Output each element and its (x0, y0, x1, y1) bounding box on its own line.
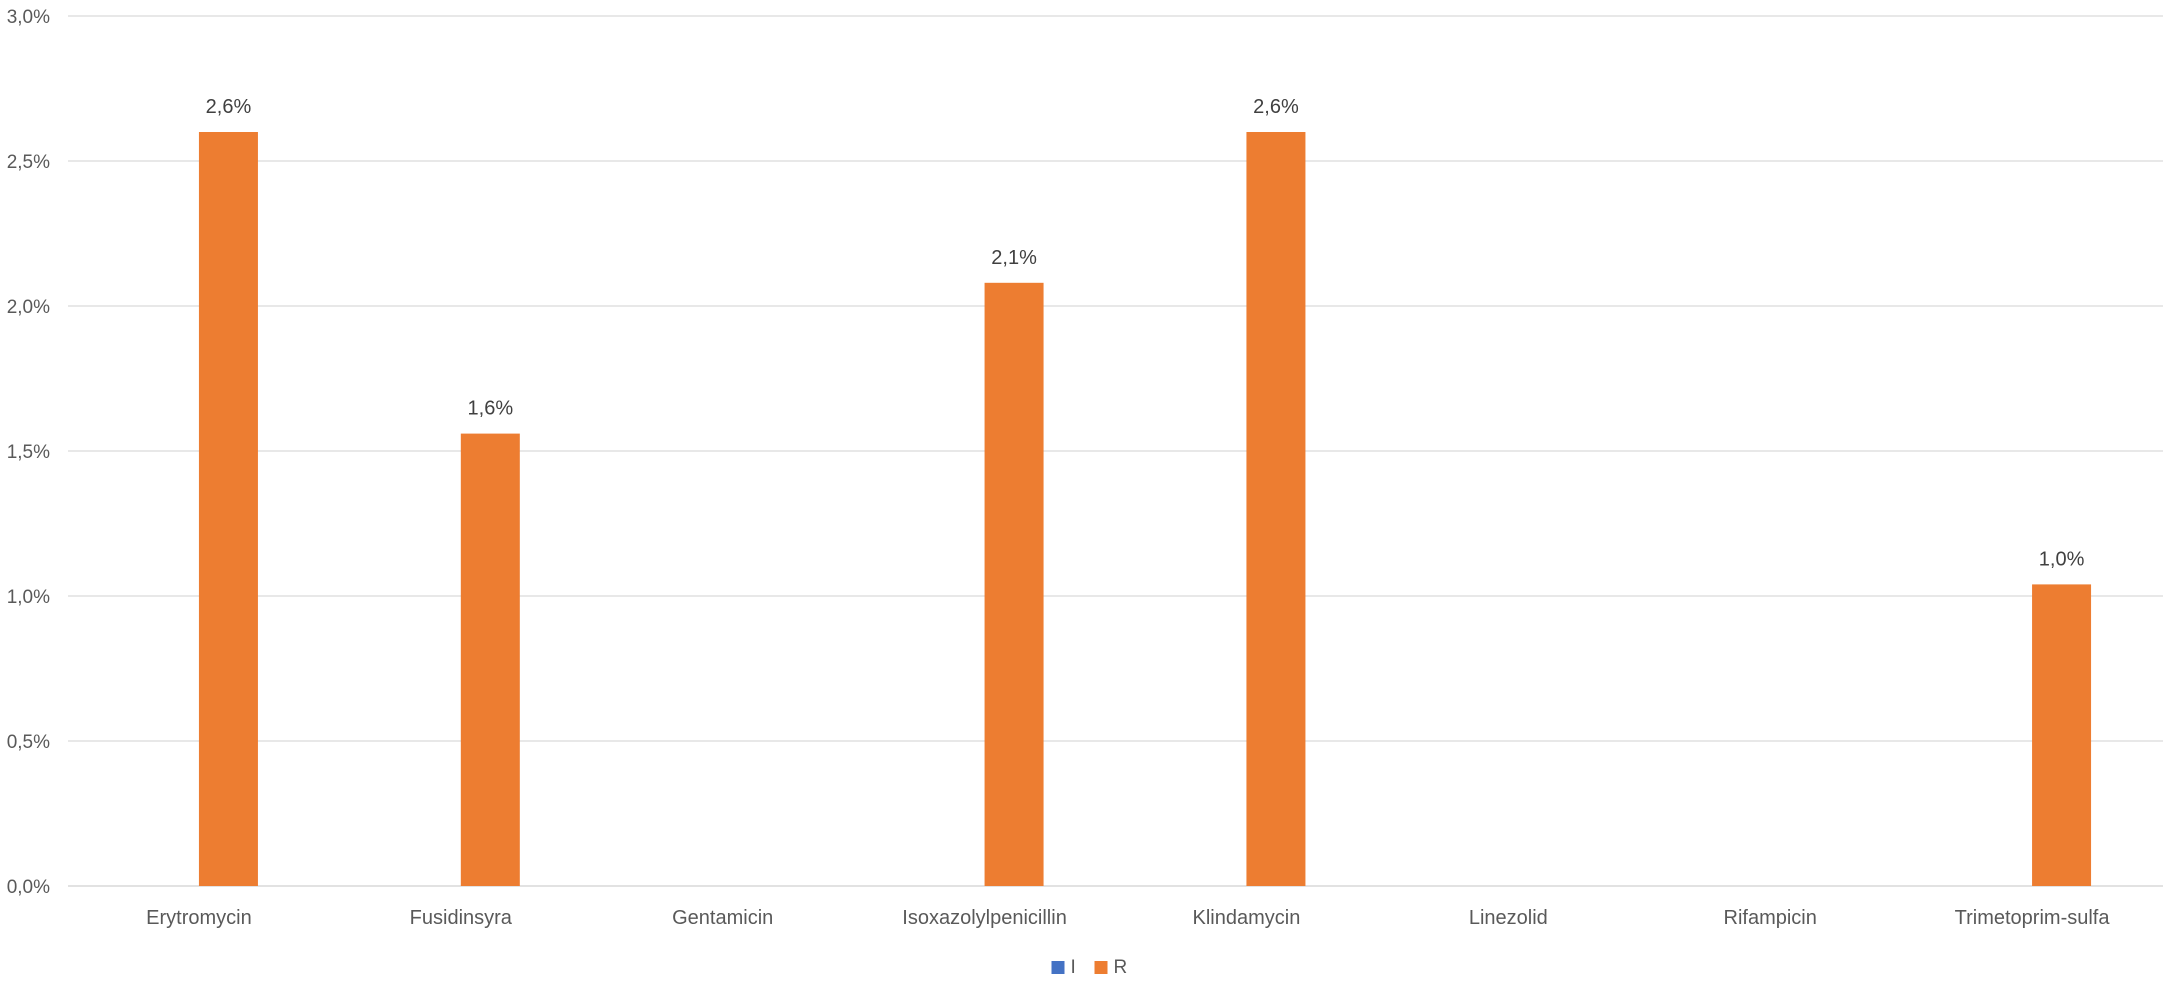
y-tick-label: 1,0% (7, 587, 50, 608)
x-category-label: Rifampicin (1724, 907, 1817, 929)
x-category-label: Isoxazolylpenicillin (902, 907, 1067, 929)
data-label: 1,0% (2039, 548, 2085, 570)
bar-R-fusidinsyra (460, 433, 520, 886)
x-category-label: Klindamycin (1193, 907, 1301, 929)
bars (198, 132, 2092, 886)
bar-R-isoxazolylpenicillin (984, 282, 1044, 886)
x-axis-categories: Erytromycin Fusidinsyra Gentamicin Isoxazol… (146, 907, 2110, 929)
x-category-label: Trimetoprim-sulfa (1955, 907, 2111, 929)
legend-swatch-r (1094, 961, 1108, 974)
x-category-label: Erytromycin (146, 907, 252, 929)
x-category-label: Gentamicin (672, 907, 773, 929)
legend-swatch-i (1051, 961, 1065, 974)
y-tick-label: 0,0% (7, 877, 50, 898)
y-tick-label: 2,5% (7, 152, 50, 173)
y-tick-label: 1,5% (7, 442, 50, 463)
x-category-label: Linezolid (1469, 907, 1548, 929)
x-category-label: Fusidinsyra (410, 907, 513, 929)
y-tick-label: 3,0% (7, 7, 50, 28)
legend-label: I (1071, 957, 1076, 978)
bar-R-klindamycin (1246, 132, 1306, 886)
data-labels: 2,6% 1,6% 2,1% 2,6% 1,0% (206, 96, 2085, 570)
legend-label: R (1114, 957, 1128, 978)
y-tick-label: 0,5% (7, 732, 50, 753)
y-axis-ticks: 0,0% 0,5% 1,0% 1,5% 2,0% 2,5% 3,0% (7, 7, 50, 898)
gridlines (68, 15, 2163, 887)
bar-R-erytromycin (198, 132, 258, 886)
data-label: 2,1% (991, 247, 1037, 269)
bar-R-trimetoprim-sulfa (2032, 584, 2092, 886)
data-label: 1,6% (468, 398, 514, 420)
data-label: 2,6% (1253, 96, 1299, 118)
y-tick-label: 2,0% (7, 297, 50, 318)
data-label: 2,6% (206, 96, 252, 118)
